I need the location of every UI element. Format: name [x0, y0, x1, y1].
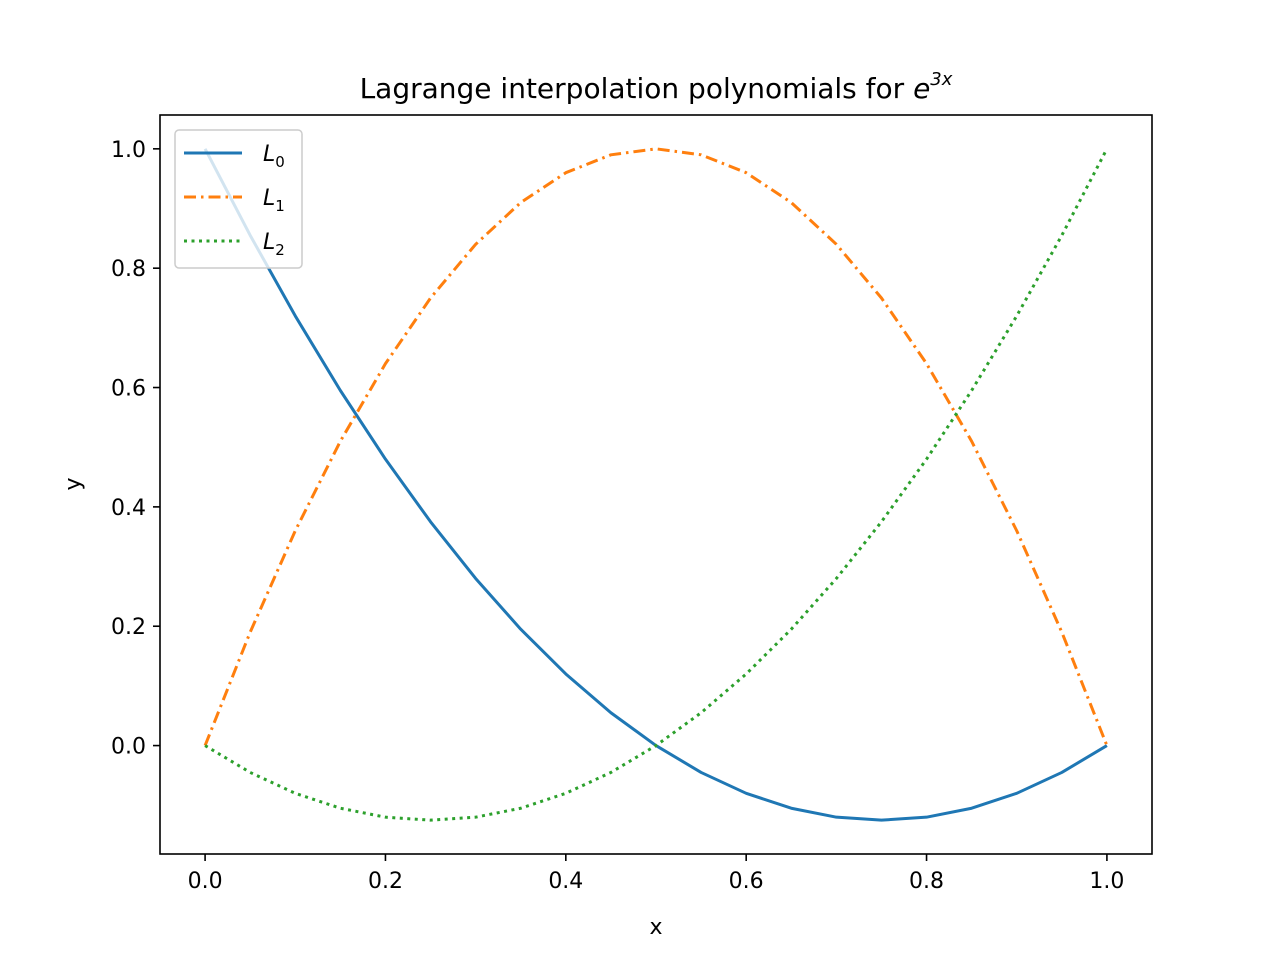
- legend: L0 L1 L2: [174, 129, 303, 269]
- x-tick-label: 0.6: [729, 869, 764, 894]
- y-axis-label: y: [61, 477, 86, 490]
- title-exponent: 3x: [930, 69, 952, 90]
- y-tick-label: 0.2: [111, 615, 146, 640]
- legend-box: [174, 129, 303, 269]
- y-tick-label: 0.4: [111, 496, 146, 521]
- y-tick-label: 0.6: [111, 377, 146, 402]
- x-tick-label: 0.4: [548, 869, 583, 894]
- legend-label-l2: L2: [263, 230, 285, 259]
- x-tick-label: 0.2: [368, 869, 403, 894]
- plot-area: [203, 147, 1109, 822]
- legend-label-l1: L1: [263, 186, 285, 215]
- x-tick-label: 0.0: [188, 869, 223, 894]
- y-tick-label: 0.8: [111, 257, 146, 282]
- x-tick-label: 1.0: [1089, 869, 1124, 894]
- series-line-l2: [204, 148, 1109, 822]
- chart-title: Lagrange interpolation polynomials for e…: [360, 69, 953, 105]
- plot-frame: [159, 114, 1153, 855]
- axis-ticks: 0.0 0.2 0.4 0.6 0.8 1.0 0.0 0.2 0.4 0.6 0.8 1.0: [111, 138, 1124, 894]
- x-tick-label: 0.8: [909, 869, 944, 894]
- title-base: e: [913, 72, 930, 105]
- x-axis-label: x: [649, 915, 662, 940]
- y-tick-label: 0.0: [111, 735, 146, 760]
- legend-label-l0: L0: [263, 142, 285, 171]
- y-tick-label: 1.0: [111, 138, 146, 163]
